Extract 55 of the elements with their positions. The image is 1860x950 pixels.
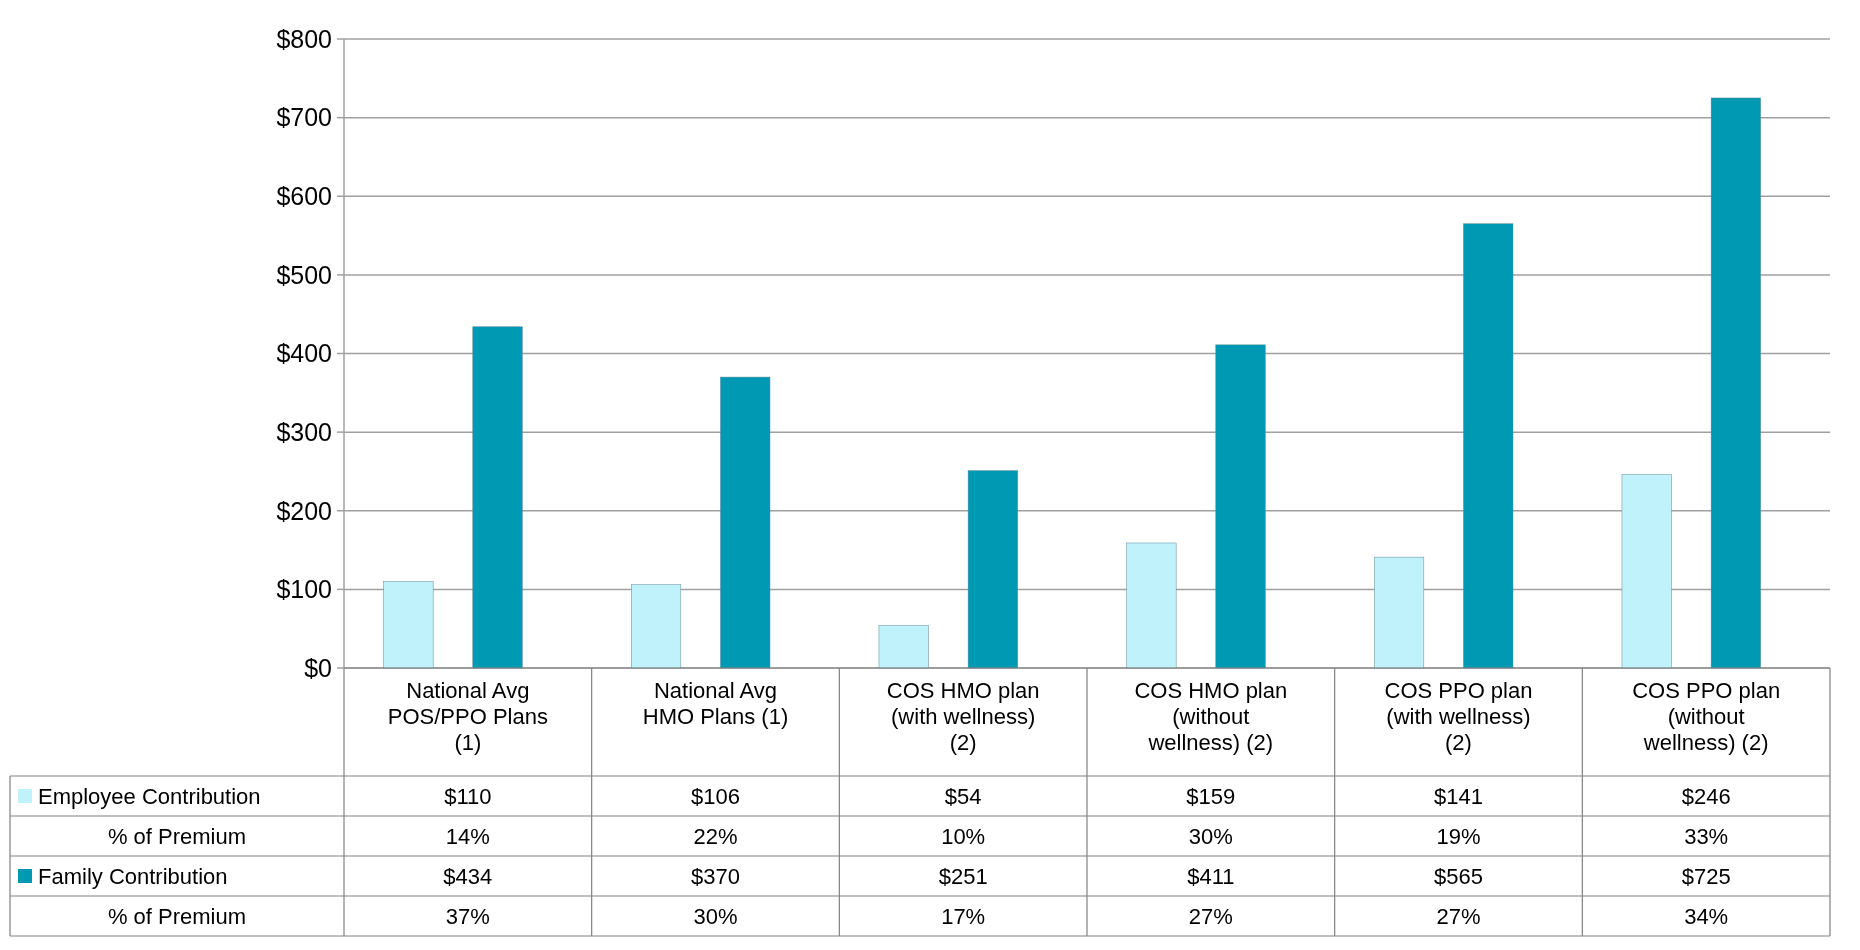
y-tick-label: $800: [276, 24, 332, 53]
bar: [1215, 344, 1266, 669]
y-tick-label: $100: [276, 575, 332, 604]
x-tick-label: COS PPO plan (without wellness) (2): [1632, 678, 1781, 755]
data-label: $246: [1681, 783, 1731, 809]
x-tick-label: National Avg POS/PPO Plans (1): [387, 678, 548, 755]
x-tick-label: COS HMO plan (without wellness) (2): [1134, 678, 1288, 755]
data-label: $434: [443, 863, 493, 889]
text: 33%: [1684, 823, 1729, 849]
data-label: $159: [1186, 783, 1236, 809]
bar: [967, 470, 1018, 669]
text: % of Premium: [107, 823, 247, 849]
bar: [1710, 97, 1761, 669]
text: 37%: [445, 903, 490, 929]
text: 34%: [1684, 903, 1729, 929]
bar: [383, 581, 434, 669]
bar: [1374, 556, 1425, 669]
y-tick-label: $700: [276, 103, 332, 132]
text: 22%: [693, 823, 738, 849]
y-tick-label: $600: [276, 182, 332, 210]
text: 17%: [941, 903, 986, 929]
bar: [631, 584, 682, 669]
bar: [720, 376, 771, 669]
x-tick-label: COS PPO plan (with wellness) (2): [1384, 678, 1533, 755]
bar: [1126, 542, 1177, 669]
data-label: $106: [691, 783, 740, 809]
legend-label: Employee Contribution: [38, 783, 261, 809]
data-label: $54: [944, 783, 982, 809]
x-tick-label: COS HMO plan (with wellness) (2): [886, 678, 1040, 755]
y-tick-label: $400: [276, 339, 332, 368]
data-label: $370: [691, 863, 740, 889]
bar: [1621, 474, 1672, 669]
data-label: $251: [938, 863, 988, 889]
y-tick-label: $0: [304, 653, 332, 682]
text: % of Premium: [107, 903, 247, 929]
data-label: $411: [1187, 863, 1235, 889]
text: 19%: [1436, 823, 1481, 849]
text: 14%: [445, 823, 490, 849]
data-label: $725: [1681, 863, 1731, 889]
text: 27%: [1188, 903, 1233, 929]
text: 30%: [1188, 823, 1233, 849]
y-tick-label: $300: [276, 417, 332, 446]
bar: [1463, 223, 1514, 669]
y-tick-label: $200: [276, 496, 332, 525]
text: 27%: [1436, 903, 1481, 929]
bar: [472, 326, 523, 669]
data-label: $141: [1434, 783, 1483, 809]
x-tick-label: National Avg HMO Plans (1): [642, 678, 789, 729]
data-label: $565: [1434, 863, 1483, 889]
bar: [878, 625, 929, 669]
text: 30%: [693, 903, 738, 929]
data-label: $110: [444, 783, 492, 809]
y-tick-label: $500: [276, 260, 332, 289]
legend-label: Family Contribution: [38, 863, 228, 889]
text: 10%: [941, 823, 986, 849]
